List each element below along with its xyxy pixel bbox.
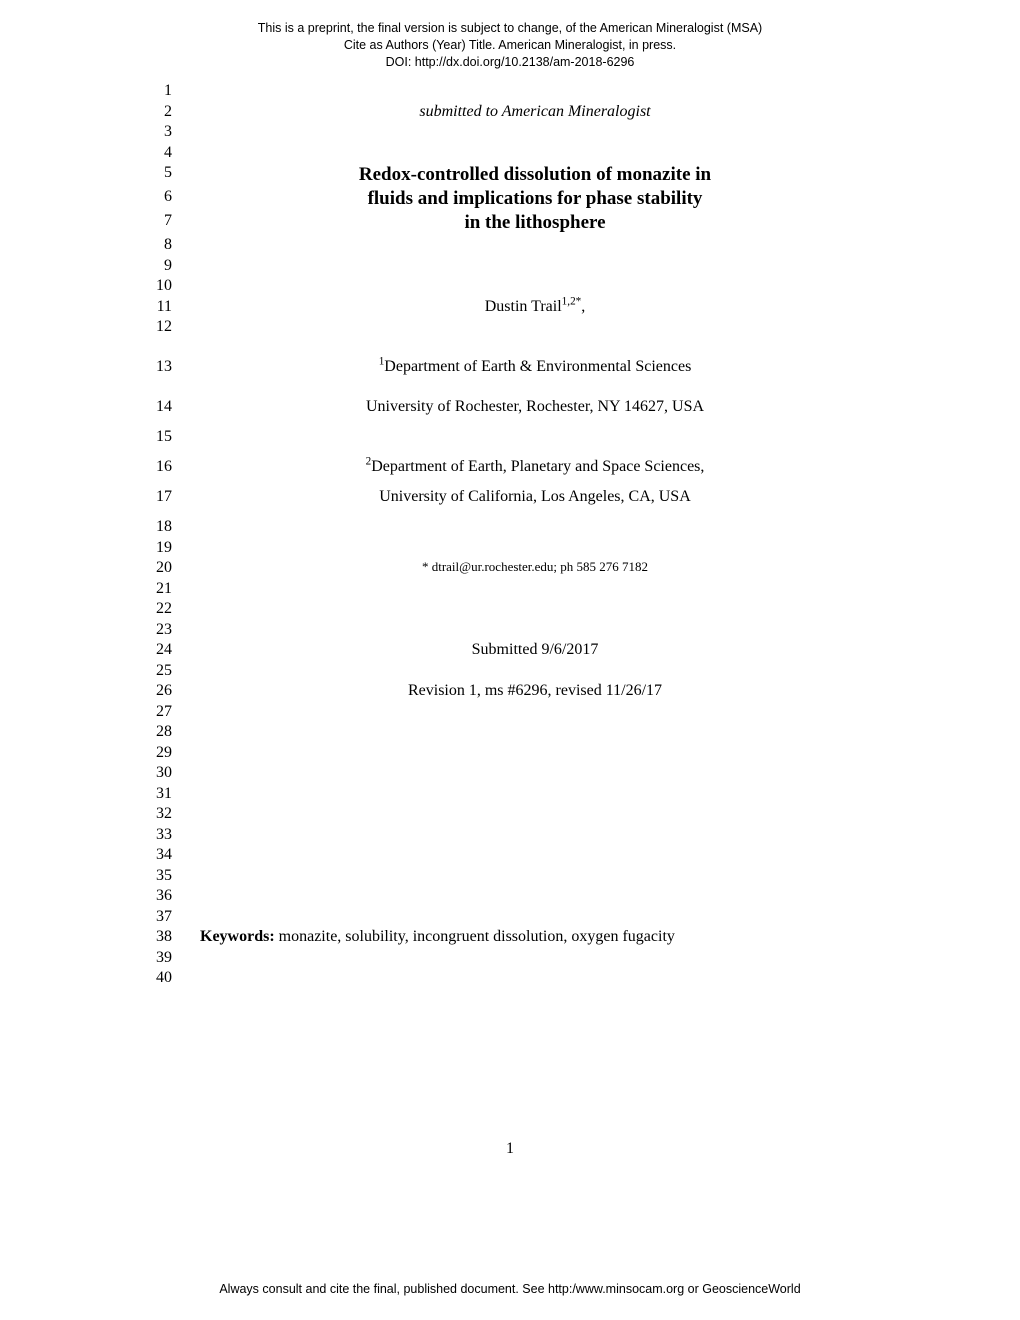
line-number: 32 <box>150 805 200 823</box>
preprint-line-1: This is a preprint, the final version is… <box>0 20 1020 37</box>
footer-note: Always consult and cite the final, publi… <box>0 1282 1020 1296</box>
title-line-3: in the lithosphere <box>200 212 870 234</box>
line-number: 1 <box>150 82 200 100</box>
line-number: 15 <box>150 428 200 446</box>
line-number: 13 <box>150 358 200 376</box>
submitted-to: submitted to American Mineralogist <box>200 103 870 121</box>
author-superscript: 1,2* <box>562 295 582 307</box>
line-number: 3 <box>150 123 200 141</box>
affiliation-2-address: University of California, Los Angeles, C… <box>200 488 870 506</box>
line-number: 5 <box>150 164 200 182</box>
line-number: 34 <box>150 846 200 864</box>
line-number: 7 <box>150 212 200 230</box>
line-number: 22 <box>150 600 200 618</box>
line-number: 2 <box>150 103 200 121</box>
line-number: 26 <box>150 682 200 700</box>
line-number: 40 <box>150 969 200 987</box>
line-number: 19 <box>150 539 200 557</box>
line-number: 14 <box>150 398 200 416</box>
line-number: 36 <box>150 887 200 905</box>
line-number: 30 <box>150 764 200 782</box>
keywords-text: monazite, solubility, incongruent dissol… <box>275 928 675 945</box>
line-number: 37 <box>150 908 200 926</box>
line-number: 21 <box>150 580 200 598</box>
line-number: 9 <box>150 257 200 275</box>
line-number: 24 <box>150 641 200 659</box>
line-number: 20 <box>150 559 200 577</box>
line-number: 35 <box>150 867 200 885</box>
preprint-line-3: DOI: http://dx.doi.org/10.2138/am-2018-6… <box>0 54 1020 71</box>
preprint-line-2: Cite as Authors (Year) Title. American M… <box>0 37 1020 54</box>
author-name: Dustin Trail <box>485 298 562 315</box>
line-number: 11 <box>150 298 200 316</box>
line-number: 38 <box>150 928 200 946</box>
line-number: 4 <box>150 144 200 162</box>
corresponding-email: * dtrail@ur.rochester.edu; ph 585 276 71… <box>200 559 870 575</box>
author-comma: , <box>581 298 585 315</box>
line-number: 28 <box>150 723 200 741</box>
line-number: 16 <box>150 458 200 476</box>
manuscript-body: 1 2submitted to American Mineralogist 3 … <box>150 82 870 990</box>
affiliation-1: 1Department of Earth & Environmental Sci… <box>200 358 870 376</box>
title-line-1: Redox-controlled dissolution of monazite… <box>200 164 870 186</box>
line-number: 31 <box>150 785 200 803</box>
line-number: 18 <box>150 518 200 536</box>
line-number: 39 <box>150 949 200 967</box>
affil-1-text: Department of Earth & Environmental Scie… <box>384 358 691 375</box>
affiliation-1-address: University of Rochester, Rochester, NY 1… <box>200 398 870 416</box>
line-number: 6 <box>150 188 200 206</box>
line-number: 17 <box>150 488 200 506</box>
title-line-2: fluids and implications for phase stabil… <box>200 188 870 210</box>
page-number: 1 <box>0 1140 1020 1158</box>
author-line: Dustin Trail1,2*, <box>200 298 870 316</box>
line-number: 10 <box>150 277 200 295</box>
keywords-line: Keywords: monazite, solubility, incongru… <box>200 928 870 946</box>
line-number: 29 <box>150 744 200 762</box>
line-number: 27 <box>150 703 200 721</box>
line-number: 25 <box>150 662 200 680</box>
line-number: 23 <box>150 621 200 639</box>
revision-info: Revision 1, ms #6296, revised 11/26/17 <box>200 682 870 700</box>
affiliation-2: 2Department of Earth, Planetary and Spac… <box>200 458 870 476</box>
line-number: 8 <box>150 236 200 254</box>
preprint-header: This is a preprint, the final version is… <box>0 0 1020 71</box>
submitted-date: Submitted 9/6/2017 <box>200 641 870 659</box>
affil-2-text: Department of Earth, Planetary and Space… <box>371 458 704 475</box>
line-number: 12 <box>150 318 200 336</box>
line-number: 33 <box>150 826 200 844</box>
keywords-label: Keywords: <box>200 928 275 945</box>
